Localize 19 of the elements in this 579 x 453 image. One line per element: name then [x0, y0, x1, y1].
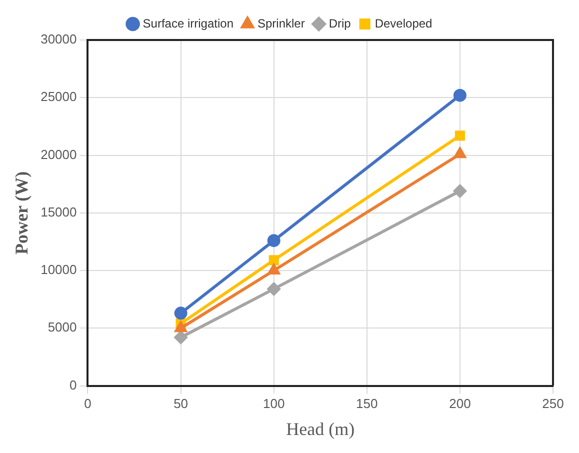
legend-label: Drip	[328, 16, 352, 30]
y-tick-label: 30000	[40, 32, 77, 47]
x-tick-label: 150	[356, 396, 378, 412]
y-axis-title: Power (W)	[11, 171, 32, 254]
y-tick-label: 20000	[40, 146, 77, 162]
x-tick-label: 100	[263, 396, 285, 412]
y-tick-label: 25000	[40, 89, 77, 104]
y-tick-label: 0	[70, 377, 77, 392]
x-tick-label: 250	[542, 396, 564, 412]
legend-label: Developed	[374, 16, 432, 30]
y-tick-label: 5000	[48, 320, 77, 335]
x-axis-title: Head (m)	[286, 418, 355, 439]
y-tick-label: 10000	[40, 262, 77, 278]
x-tick-label: 200	[449, 396, 471, 412]
y-tick-label: 15000	[40, 204, 77, 220]
x-tick-label: 50	[174, 396, 188, 412]
x-tick-label: 0	[84, 396, 92, 412]
legend-label: Sprinkler	[257, 16, 305, 30]
legend-label: Surface irrigation	[142, 16, 234, 30]
